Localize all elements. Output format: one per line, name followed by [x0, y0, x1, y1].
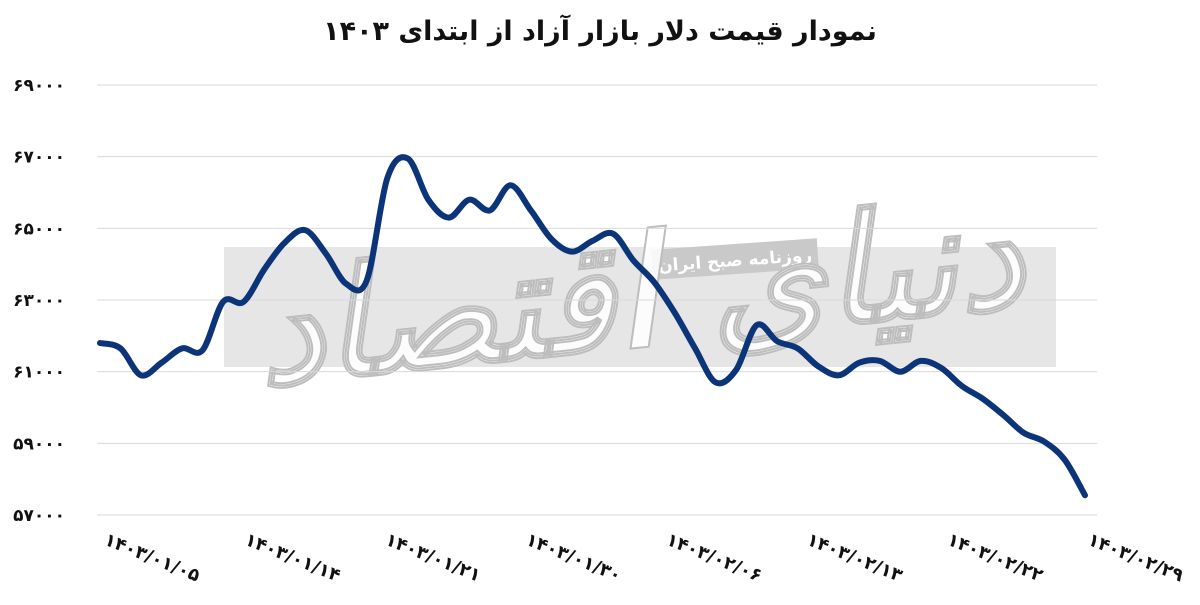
- x-tick-label: ۱۴۰۳/۰۲/۲۲: [944, 529, 1046, 586]
- y-tick-label: ۶۷۰۰۰: [13, 148, 65, 168]
- x-tick-label: ۱۴۰۳/۰۲/۲۹: [1085, 529, 1187, 586]
- x-tick-label: ۱۴۰۳/۰۱/۰۵: [101, 529, 203, 586]
- grid: [97, 84, 1097, 516]
- x-tick-label: ۱۴۰۳/۰۱/۱۴: [242, 529, 344, 586]
- y-tick-label: ۶۵۰۰۰: [13, 219, 65, 239]
- x-axis: ۱۴۰۳/۰۱/۰۵ ۱۴۰۳/۰۱/۱۴ ۱۴۰۳/۰۱/۲۱ ۱۴۰۳/۰۱/۳۰…: [101, 529, 1186, 586]
- watermark-logo: دنیای اقتصاد: [247, 167, 1035, 421]
- price-line: [97, 154, 1088, 499]
- y-tick-label: ۵۹۰۰۰: [13, 434, 65, 454]
- watermark: روزنامه صبح ایران دنیای اقتصاد: [224, 166, 1056, 422]
- y-tick-label: ۵۷۰۰۰: [13, 506, 65, 526]
- x-tick-label: ۱۴۰۳/۰۲/۱۳: [804, 529, 906, 586]
- y-tick-label: ۶۳۰۰۰: [13, 291, 65, 311]
- chart-title: نمودار قیمت دلار بازار آزاد از ابتدای ۱۴…: [323, 16, 877, 47]
- y-tick-label: ۶۱۰۰۰: [13, 363, 65, 383]
- y-tick-label: ۶۹۰۰۰: [13, 76, 65, 96]
- watermark-stamp-box: [651, 238, 819, 280]
- y-axis: ۵۷۰۰۰ ۵۹۰۰۰ ۶۱۰۰۰ ۶۳۰۰۰ ۶۵۰۰۰ ۶۷۰۰۰ ۶۹۰۰۰: [13, 76, 65, 526]
- x-tick-label: ۱۴۰۳/۰۲/۰۶: [663, 529, 765, 586]
- x-tick-label: ۱۴۰۳/۰۱/۳۰: [523, 529, 625, 586]
- x-tick-label: ۱۴۰۳/۰۱/۲۱: [382, 529, 484, 586]
